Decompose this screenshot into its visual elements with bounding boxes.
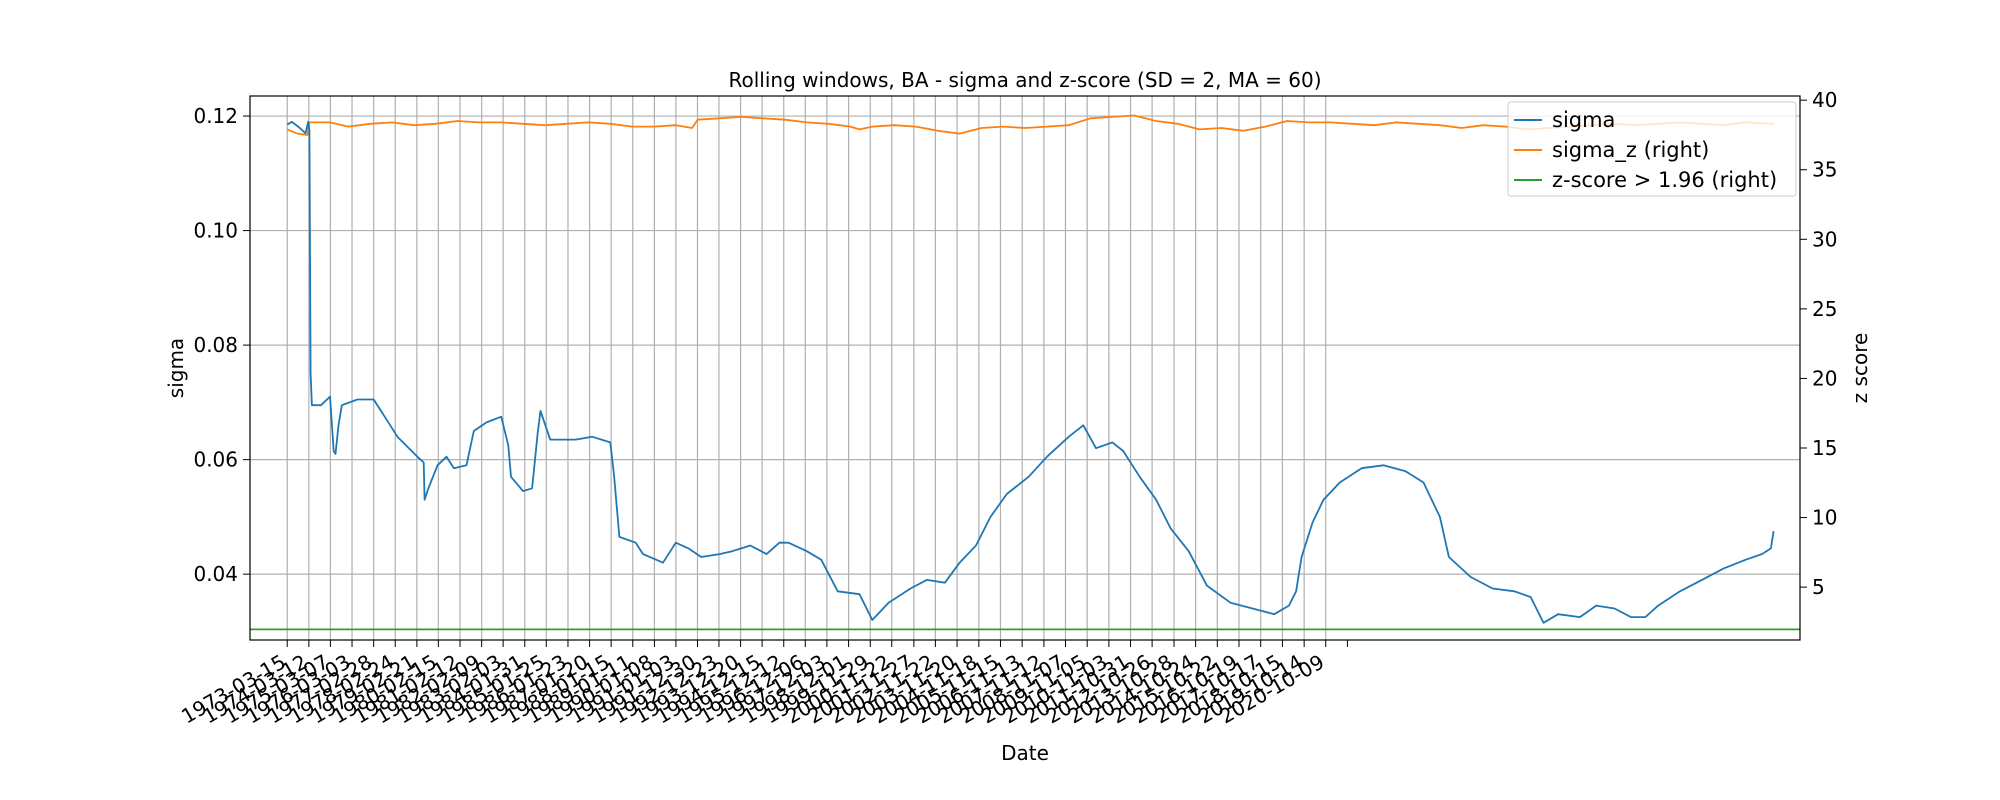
- right-y-tick-label: 40: [1812, 88, 1837, 112]
- right-y-tick-label: 25: [1812, 297, 1837, 321]
- left-y-tick-label: 0.06: [193, 448, 238, 472]
- series-layer: [250, 114, 1800, 631]
- right-y-tick-label: 30: [1812, 227, 1837, 251]
- left-y-tick-label: 0.08: [193, 333, 238, 357]
- left-y-tick-label: 0.10: [193, 219, 238, 243]
- x-axis: 1973-03-151974-03-121975-03-071976-03-03…: [177, 640, 1348, 728]
- x-axis-label: Date: [1001, 741, 1049, 765]
- legend-label: sigma_z (right): [1552, 138, 1709, 163]
- chart-title: Rolling windows, BA - sigma and z-score …: [728, 68, 1321, 92]
- grid: [250, 96, 1800, 640]
- legend-label: z-score > 1.96 (right): [1552, 168, 1777, 192]
- series-line-sigma: [286, 120, 1775, 624]
- left-y-tick-label: 0.04: [193, 562, 238, 586]
- right-y-tick-label: 10: [1812, 506, 1837, 530]
- right-axis: 5 10 15 20 25 30 35 40: [1800, 88, 1837, 599]
- right-y-tick-label: 15: [1812, 436, 1837, 460]
- right-y-tick-label: 20: [1812, 366, 1837, 390]
- plot-frame: [249, 95, 1801, 641]
- right-y-tick-label: 5: [1812, 575, 1825, 599]
- right-y-tick-label: 35: [1812, 158, 1837, 182]
- left-y-tick-label: 0.12: [193, 104, 238, 128]
- legend: sigma sigma_z (right) z-score > 1.96 (righ…: [1507, 101, 1797, 197]
- series-line-sigma-z-right-: [286, 114, 1774, 136]
- legend-label: sigma: [1552, 108, 1615, 132]
- left-axis-label: sigma: [164, 338, 188, 398]
- legend-box: [1507, 101, 1797, 197]
- right-axis-label: z score: [1848, 333, 1872, 404]
- left-axis: 0.04 0.06 0.08 0.10 0.12: [193, 104, 250, 586]
